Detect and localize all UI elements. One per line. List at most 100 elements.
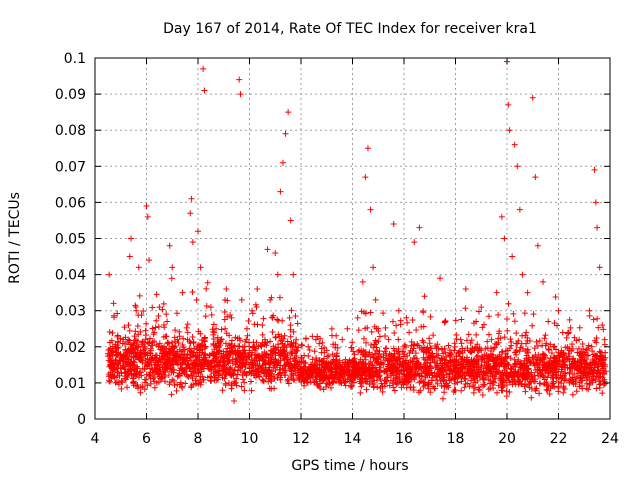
data-point [298,378,305,385]
data-point [275,341,282,348]
data-point [560,357,567,364]
data-point [125,322,132,329]
data-point [321,344,328,351]
data-point [363,365,370,372]
data-point [173,387,180,394]
data-point [484,370,491,377]
data-points [104,58,609,404]
data-point [552,293,559,300]
data-point [194,352,201,359]
data-point [526,358,533,365]
data-point [416,224,423,231]
data-point [275,317,282,324]
data-point [600,354,607,361]
data-point [433,364,440,371]
data-point [168,275,175,282]
data-point [525,354,532,361]
data-point [138,312,145,319]
data-point [561,354,568,361]
data-point [437,275,444,282]
data-point [156,340,163,347]
data-point [319,361,326,368]
data-point [427,313,434,320]
data-point [414,341,421,348]
data-point [203,357,210,364]
data-point [181,370,188,377]
data-point [159,374,166,381]
data-point [252,301,259,308]
data-point [472,343,479,350]
data-point [366,375,373,382]
data-point [462,286,469,293]
data-point [114,344,121,351]
data-point [418,323,425,330]
data-point [224,345,231,352]
data-point [513,340,520,347]
data-point [366,360,373,367]
data-point [174,310,181,317]
data-point [478,304,485,311]
data-point [409,317,416,324]
data-point [288,307,295,314]
data-point [479,324,486,331]
data-point [464,345,471,352]
data-point [534,342,541,349]
data-point [504,327,511,334]
data-point [566,370,573,377]
data-point [245,361,252,368]
data-point [473,318,480,325]
data-point [554,357,561,364]
x-tick-label: 4 [91,431,100,447]
x-tick-label: 20 [498,431,516,447]
data-point [530,311,537,318]
data-point [204,279,211,286]
data-point [545,360,552,367]
data-point [584,345,591,352]
data-point [124,384,131,391]
data-point [146,339,153,346]
data-point [521,364,528,371]
data-point [532,174,539,181]
data-point [524,289,531,296]
data-point [254,351,261,358]
data-point [166,381,173,388]
data-point [112,341,119,348]
data-point [451,347,458,354]
data-point [484,345,491,352]
data-point [461,384,468,391]
data-point [137,389,144,396]
data-point [184,329,191,336]
data-point [545,369,552,376]
data-point [192,361,199,368]
data-point [588,343,595,350]
data-point [411,239,418,246]
data-point [132,336,139,343]
data-point [125,354,132,361]
data-point [519,371,526,378]
data-point [272,334,279,341]
data-point [272,356,279,363]
data-point [557,372,564,379]
data-point [408,342,415,349]
data-point [188,195,195,202]
data-point [112,358,119,365]
data-point [519,271,526,278]
data-point [286,314,293,321]
data-point [163,311,170,318]
data-point [593,339,600,346]
data-point [393,322,400,329]
data-point [176,372,183,379]
data-point [329,351,336,358]
data-point [171,358,178,365]
data-point [578,382,585,389]
data-point [473,331,480,338]
data-point [355,371,362,378]
data-point [152,352,159,359]
data-point [348,344,355,351]
data-point [516,206,523,213]
data-point [425,379,432,386]
data-point [200,65,207,72]
data-point [382,332,389,339]
data-point [509,253,516,260]
data-point [419,337,426,344]
